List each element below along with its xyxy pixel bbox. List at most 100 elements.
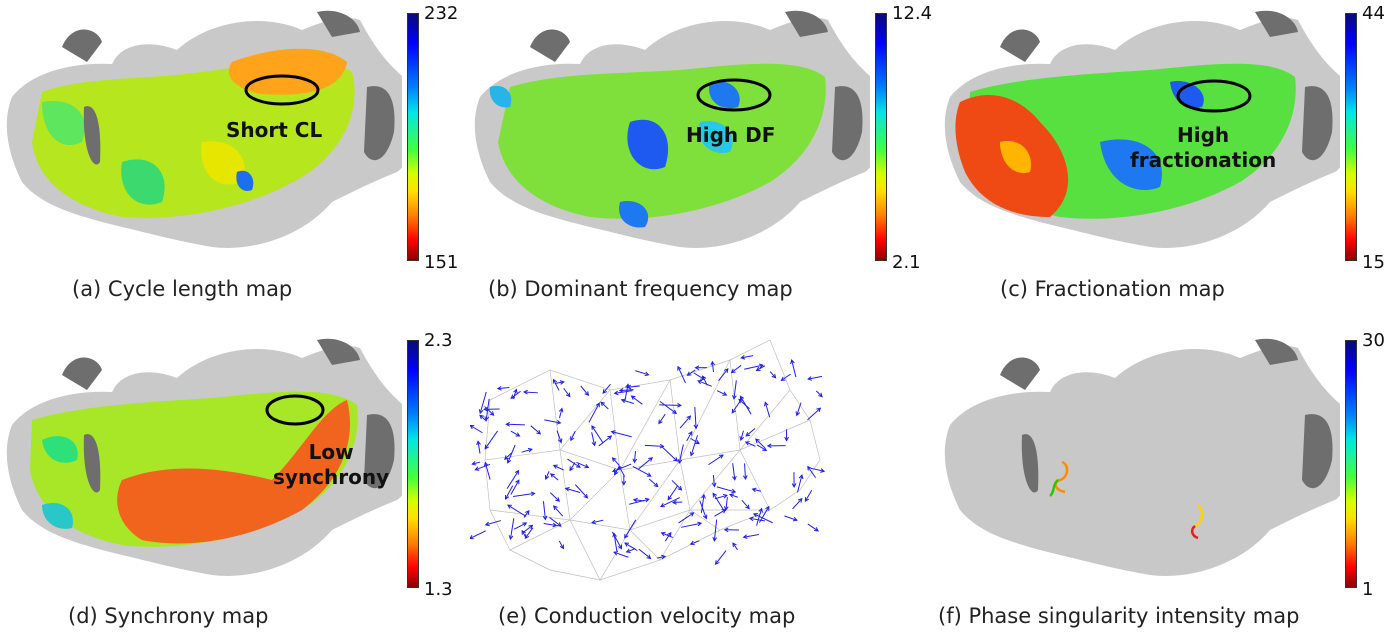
velocity-arrow: [543, 523, 557, 527]
velocity-arrowhead: [722, 391, 728, 396]
velocity-arrow: [497, 387, 510, 390]
velocity-arrowhead: [814, 527, 819, 532]
velocity-arrow: [712, 474, 715, 487]
velocity-arrow: [644, 444, 664, 447]
velocity-arrowhead: [689, 451, 695, 457]
caption: (f) Phase singularity intensity map: [938, 604, 1300, 628]
velocity-arrowhead: [505, 494, 510, 500]
velocity-arrow: [521, 448, 533, 453]
velocity-arrowhead: [762, 446, 768, 451]
velocity-arrowhead: [732, 542, 737, 548]
velocity-arrowhead: [544, 474, 550, 480]
velocity-arrowhead: [790, 359, 795, 365]
velocity-arrow: [522, 524, 533, 533]
velocity-arrowhead: [484, 444, 489, 450]
velocity-arrowhead: [752, 513, 758, 518]
caption: (d) Synchrony map: [68, 604, 269, 628]
velocity-arrow: [718, 368, 729, 382]
velocity-arrowhead: [791, 483, 797, 488]
velocity-arrow: [506, 423, 525, 426]
velocity-arrow: [634, 450, 636, 463]
velocity-arrowhead: [565, 392, 571, 398]
velocity-arrowhead: [513, 388, 518, 394]
velocity-arrowhead: [644, 497, 650, 503]
velocity-arrowhead: [484, 521, 490, 527]
velocity-arrow: [621, 399, 634, 404]
velocity-arrow: [545, 471, 550, 480]
annotation-high-fractionation: High fractionation: [1130, 123, 1277, 172]
velocity-arrowhead: [677, 365, 682, 371]
velocity-arrow: [731, 397, 743, 414]
velocity-arrowhead: [659, 443, 665, 449]
velocity-arrow: [657, 555, 666, 559]
velocity-arrowhead: [755, 366, 761, 371]
velocity-arrow: [611, 431, 632, 438]
velocity-arrowhead: [718, 454, 724, 459]
velocity-arrow: [659, 401, 677, 414]
colorbar: [875, 13, 887, 261]
velocity-arrow: [558, 540, 564, 549]
velocity-arrowhead: [744, 441, 750, 446]
velocity-arrowhead: [686, 415, 692, 421]
velocity-arrow: [544, 419, 561, 424]
velocity-arrow: [507, 444, 516, 464]
colorbar-min-label: 151: [424, 252, 459, 273]
velocity-arrow: [661, 446, 678, 462]
velocity-arrowhead: [521, 529, 526, 535]
velocity-arrowhead: [723, 527, 729, 533]
velocity-arrowhead: [797, 497, 803, 503]
velocity-arrowhead: [693, 424, 699, 430]
velocity-arrow: [521, 530, 527, 539]
velocity-arrowhead: [807, 376, 813, 381]
velocity-arrow: [580, 385, 589, 396]
velocity-arrow: [807, 466, 816, 478]
velocity-arrow: [619, 389, 634, 392]
velocity-arrowhead: [528, 524, 534, 530]
velocity-arrow: [677, 366, 686, 384]
velocity-arrowhead: [729, 493, 735, 498]
velocity-arrow: [756, 365, 766, 371]
velocity-arrow: [659, 404, 681, 406]
velocity-arrow: [690, 437, 700, 444]
velocity-arrowhead: [556, 420, 562, 425]
velocity-arrowhead: [476, 440, 481, 446]
fractionation-map: [944, 10, 1340, 248]
velocity-arrowhead: [564, 487, 570, 492]
velocity-arrow: [741, 499, 750, 509]
caption: (b) Dominant frequency map: [488, 277, 793, 301]
velocity-arrow: [569, 462, 576, 471]
velocity-arrow: [781, 373, 791, 381]
velocity-arrowhead: [595, 402, 600, 408]
velocity-arrow: [509, 518, 515, 540]
velocity-arrow: [523, 510, 530, 518]
velocity-arrowhead: [784, 436, 789, 442]
velocity-arrow: [549, 492, 560, 502]
velocity-arrow: [624, 542, 638, 552]
velocity-arrow: [713, 519, 718, 541]
velocity-arrowhead: [765, 505, 770, 511]
velocity-arrowhead: [618, 388, 624, 393]
velocity-arrowhead: [600, 401, 606, 407]
velocity-arrowhead: [611, 457, 617, 462]
velocity-arrowhead: [758, 363, 764, 369]
caption: (c) Fractionation map: [1000, 277, 1225, 301]
velocity-arrow: [807, 407, 821, 421]
velocity-arrow: [602, 383, 611, 394]
velocity-arrow: [470, 425, 483, 434]
velocity-arrowhead: [740, 354, 746, 360]
velocity-arrowhead: [659, 503, 665, 508]
velocity-arrow: [759, 506, 770, 523]
velocity-arrowhead: [798, 474, 804, 480]
caption: (a) Cycle length map: [72, 277, 293, 301]
velocity-arrowhead: [542, 515, 548, 521]
velocity-arrowhead: [745, 431, 751, 437]
velocity-arrow: [810, 467, 825, 472]
velocity-arrowhead: [711, 482, 717, 488]
velocity-arrow: [686, 431, 693, 442]
velocity-arrow: [506, 470, 519, 489]
velocity-arrowhead: [624, 533, 629, 539]
velocity-arrowhead: [739, 395, 745, 401]
velocity-arrow: [732, 542, 738, 551]
velocity-arrowhead: [584, 463, 590, 469]
colorbar: [407, 340, 419, 588]
